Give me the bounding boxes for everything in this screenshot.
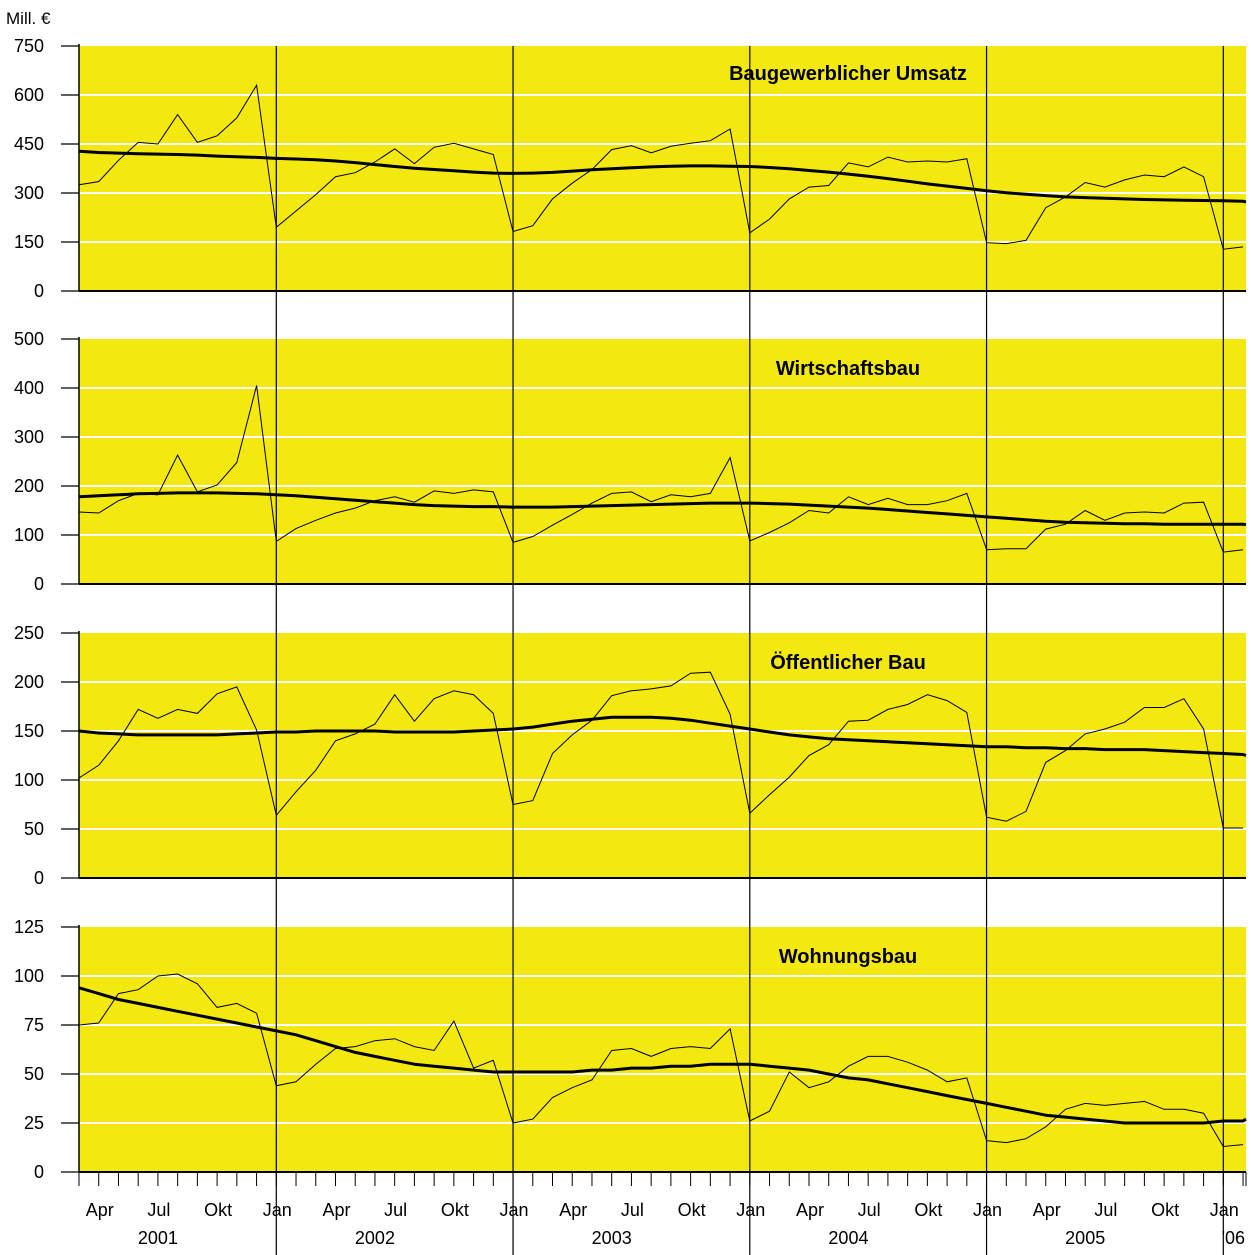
x-month-label: Apr (86, 1200, 114, 1220)
x-year-label: 2001 (138, 1228, 178, 1248)
y-tick-label: 125 (14, 917, 44, 937)
unit-label: Mill. € (6, 9, 51, 28)
x-axis: Apr Jul Okt Jan Apr Jul Okt Jan Apr Jul Okt Jan Apr J… (78, 1172, 1247, 1248)
y-tick-label: 200 (14, 672, 44, 692)
x-month-label: Okt (204, 1200, 232, 1220)
panel-4: 0 25 50 75 100 125 Wohnungsbau (14, 917, 1247, 1182)
panel-background (79, 927, 1246, 1172)
y-tick-label: 300 (14, 427, 44, 447)
panel-background (79, 339, 1246, 584)
x-month-label: Jan (973, 1200, 1002, 1220)
x-month-label: Jul (621, 1200, 644, 1220)
y-tick-label: 0 (34, 281, 44, 301)
y-tick-label: 750 (14, 36, 44, 56)
x-year-label: 2002 (355, 1228, 395, 1248)
y-tick-label: 0 (34, 574, 44, 594)
x-month-label: Jan (1210, 1200, 1239, 1220)
y-tick-label: 150 (14, 721, 44, 741)
year-separators (275, 46, 1224, 1255)
y-tick-label: 0 (34, 868, 44, 888)
y-tick-label: 400 (14, 378, 44, 398)
y-tick-label: 150 (14, 232, 44, 252)
x-month-label: Okt (1151, 1200, 1179, 1220)
x-month-label: Jul (384, 1200, 407, 1220)
panel-3: 0 50 100 150 200 250 Öffentlicher Bau (14, 623, 1247, 888)
x-year-label: 2004 (828, 1228, 868, 1248)
panel-1: 0 150 300 450 600 750 Baugewerblicher Umsatz (14, 36, 1247, 301)
monthly-series-line (78, 973, 1244, 1148)
x-month-label: Okt (441, 1200, 469, 1220)
y-tick-label: 600 (14, 85, 44, 105)
y-tick-label: 450 (14, 134, 44, 154)
monthly-series-line (78, 385, 1244, 553)
y-tick-label: 50 (24, 819, 44, 839)
panel-title: Öffentlicher Bau (770, 651, 926, 674)
x-month-label: Jan (263, 1200, 292, 1220)
y-tick-label: 100 (14, 966, 44, 986)
x-year-label: 2005 (1065, 1228, 1105, 1248)
x-year-label: 2003 (592, 1228, 632, 1248)
panel-title: Wirtschaftsbau (776, 358, 920, 380)
y-tick-label: 75 (24, 1015, 44, 1035)
x-year-label: '06 (1222, 1228, 1245, 1248)
y-tick-label: 25 (24, 1113, 44, 1133)
panel-background (79, 633, 1246, 878)
y-tick-label: 100 (14, 770, 44, 790)
y-tick-label: 50 (24, 1064, 44, 1084)
x-month-label: Jul (1094, 1200, 1117, 1220)
panel-title: Wohnungsbau (779, 946, 918, 968)
y-tick-label: 200 (14, 476, 44, 496)
x-month-label: Jan (500, 1200, 529, 1220)
monthly-series-line (78, 83, 1244, 250)
x-month-label: Jul (858, 1200, 881, 1220)
x-month-label: Apr (1033, 1200, 1061, 1220)
y-tick-label: 300 (14, 183, 44, 203)
x-month-label: Jan (736, 1200, 765, 1220)
x-month-label: Apr (322, 1200, 350, 1220)
panel-title: Baugewerblicher Umsatz (729, 63, 967, 85)
y-tick-label: 0 (34, 1162, 44, 1182)
y-tick-label: 250 (14, 623, 44, 643)
x-month-label: Okt (678, 1200, 706, 1220)
y-tick-label: 500 (14, 329, 44, 349)
panel-2: 0 100 200 300 400 500 Wirtschaftsbau (14, 329, 1247, 594)
y-tick-label: 100 (14, 525, 44, 545)
x-month-label: Okt (914, 1200, 942, 1220)
x-month-label: Jul (147, 1200, 170, 1220)
x-month-label: Apr (559, 1200, 587, 1220)
panel-background (79, 46, 1246, 291)
x-month-label: Apr (796, 1200, 824, 1220)
monthly-series-line (78, 671, 1243, 829)
